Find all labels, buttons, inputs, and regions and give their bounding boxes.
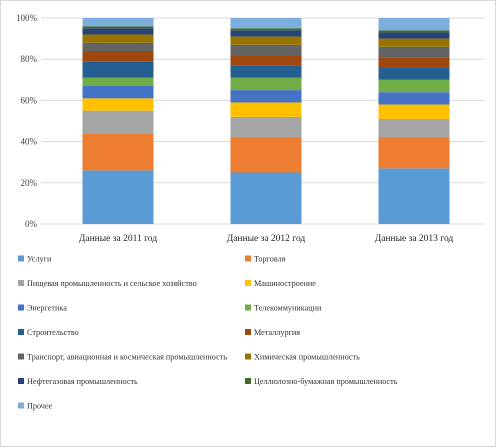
y-tick-label: 40% [21, 137, 38, 147]
bar-segment [230, 90, 302, 103]
bar-segment [82, 42, 154, 51]
legend-label: Целлюлозно-бумажная промышленность [254, 377, 398, 386]
bar-segment [82, 26, 154, 29]
bar-segment [378, 18, 450, 31]
bar-segment [230, 77, 302, 91]
legend-swatch [245, 304, 251, 311]
x-category-label: Данные за 2012 год [227, 234, 306, 244]
legend-swatch [245, 255, 251, 262]
bar-segment [230, 55, 302, 66]
legend-label: Строительство [27, 328, 79, 337]
bar-segment [230, 137, 302, 173]
bar-segment [378, 137, 450, 169]
legend-swatch [18, 255, 24, 262]
y-tick-label: 100% [16, 13, 38, 23]
bar-segment [230, 172, 302, 224]
bar-segment [82, 98, 154, 111]
legend-swatch [245, 378, 251, 384]
bar-segment [82, 50, 154, 62]
axis-layer: 0% 20% 40% 60% 80% 100% Данные за 2011 год Данн… [16, 13, 453, 244]
y-tick-label: 80% [21, 54, 38, 64]
bar-segment [82, 34, 154, 43]
bar-segment [378, 118, 450, 138]
bar-segment [378, 104, 450, 119]
bar-segment [378, 38, 450, 47]
legend-swatch [18, 329, 24, 335]
bar-segment [82, 170, 154, 224]
bar-segment [82, 77, 154, 86]
legend-label: Нефтегазовая промышленность [27, 377, 138, 386]
bar-segment [230, 116, 302, 138]
bar-segment [82, 110, 154, 134]
legend-swatch [18, 304, 24, 311]
legend-label: Химическая промышленность [254, 353, 360, 362]
legend-swatch [245, 353, 251, 360]
bars-layer [82, 18, 450, 224]
legend-label: Металлургия [254, 328, 300, 337]
bar-segment [378, 79, 450, 93]
legend-label: Транспорт, авиационная и космическая про… [27, 353, 227, 362]
bar-segment [378, 32, 450, 39]
bar-segment [378, 67, 450, 80]
legend-label: Торговля [254, 255, 286, 264]
bar-segment [230, 30, 302, 37]
x-category-label: Данные за 2011 год [79, 234, 157, 244]
bar-segment [82, 61, 154, 78]
bar-segment [378, 46, 450, 58]
legend-label: Услуги [27, 255, 52, 264]
legend-label: Прочее [27, 402, 53, 411]
legend-label: Телекоммуникации [254, 304, 322, 313]
x-category-label: Данные за 2013 год [375, 234, 454, 244]
legend-swatch [18, 402, 24, 409]
bar-segment [378, 30, 450, 33]
bar-segment [82, 28, 154, 35]
legend-label: Энергетика [27, 304, 67, 313]
bar-segment [230, 36, 302, 45]
legend-layer: Услуги Торговля Пищевая промышленность и с… [18, 255, 398, 411]
legend-swatch [245, 329, 251, 335]
y-tick-label: 60% [21, 95, 38, 105]
legend-label: Машиностроение [254, 279, 316, 288]
legend-swatch [18, 280, 24, 286]
bar-segment [378, 57, 450, 68]
bar-segment [230, 44, 302, 56]
bar-segment [378, 92, 450, 105]
bar-segment [230, 18, 302, 29]
bar-segment [230, 65, 302, 78]
bar-segment [230, 102, 302, 117]
bar-segment [230, 28, 302, 31]
legend-swatch [18, 378, 24, 384]
y-tick-label: 20% [21, 178, 38, 188]
y-tick-label: 0% [25, 219, 38, 229]
bar-segment [82, 133, 154, 171]
legend-label: Пищевая промышленность и сельское хозяйс… [27, 279, 197, 288]
legend-swatch [245, 280, 251, 286]
bar-segment [82, 18, 154, 27]
bar-segment [378, 168, 450, 224]
bar-segment [82, 85, 154, 99]
legend-swatch [18, 353, 24, 360]
